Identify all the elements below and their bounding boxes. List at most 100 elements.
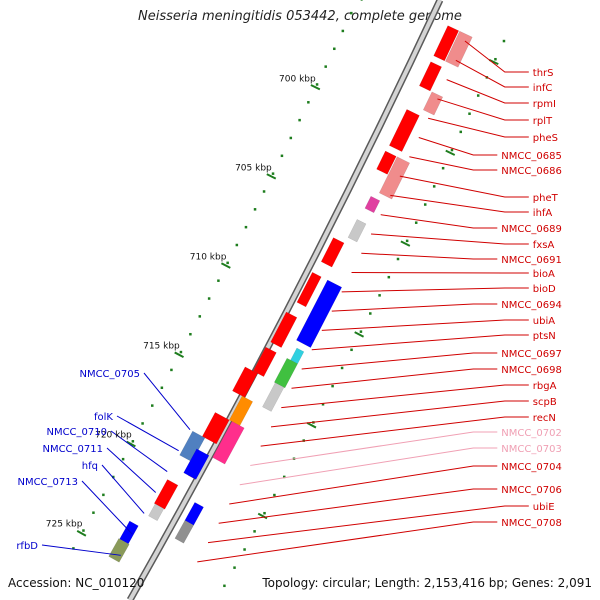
leader-line (207, 505, 529, 544)
gene-label: ptsN (533, 331, 556, 342)
tick-dot (82, 529, 85, 532)
tick-dot (307, 101, 310, 104)
tick-dot (235, 243, 239, 247)
tick-dot (121, 457, 125, 461)
gene-label: ihfA (533, 208, 553, 219)
tick-dot (340, 366, 344, 370)
gene-label: pheS (533, 133, 558, 144)
kbp-label: 710 kbp (190, 252, 227, 262)
tick-dot (298, 118, 301, 122)
kbp-label: 715 kbp (143, 341, 180, 351)
tick-dot (262, 190, 266, 193)
tick-dot (226, 261, 229, 265)
tick-dot (141, 422, 144, 425)
gene-label: NMCC_0685 (501, 151, 562, 162)
leader-line (106, 447, 157, 493)
tick-dot (315, 83, 319, 86)
forward-gene-feature (378, 156, 411, 200)
leader-line (218, 488, 498, 524)
gene-label: NMCC_0708 (501, 518, 562, 529)
tick-dot (131, 440, 135, 443)
gene-label: NMCC_0706 (501, 485, 562, 496)
leader-line (301, 352, 498, 370)
tick-dot (350, 11, 353, 15)
major-tick (445, 149, 456, 156)
tick-dot (217, 279, 220, 282)
gene-label: fxsA (533, 240, 555, 251)
gene-label: thrS (533, 68, 554, 79)
major-tick (257, 512, 268, 520)
forward-gene-feature (418, 61, 442, 92)
tick-dot (432, 185, 436, 188)
gene-label: NMCC_0694 (501, 300, 562, 311)
reverse-gene-feature (296, 279, 343, 348)
tick-dot (273, 493, 276, 497)
backbone-core (128, 0, 442, 600)
tick-dot (112, 475, 115, 479)
gene-label: NMCC_0702 (501, 428, 562, 439)
tick-dot (341, 29, 345, 33)
tick-dot (441, 166, 445, 170)
tick-dot (102, 493, 105, 497)
gene-label: infC (533, 83, 553, 94)
gene-label: rbgA (533, 381, 557, 392)
leader-line (260, 416, 529, 447)
tick-dot (378, 294, 381, 297)
forward-gene-feature (347, 219, 367, 243)
tick-dot (350, 348, 353, 352)
leader-line (418, 137, 498, 156)
reverse-gene-feature (273, 357, 298, 389)
tick-dot (321, 403, 325, 406)
tick-dot (414, 221, 418, 224)
gene-label: rpmI (533, 99, 556, 110)
forward-gene-feature (445, 30, 473, 68)
leader-line (81, 480, 133, 535)
gene-label: NMCC_0710 (46, 427, 107, 438)
forward-gene-feature (388, 109, 420, 152)
tick-dot (170, 368, 173, 372)
leader-line (41, 544, 121, 556)
leader-line (101, 464, 145, 514)
gene-label: NMCC_0698 (501, 365, 562, 376)
tick-dot (253, 530, 256, 533)
leader-line (399, 175, 529, 198)
kbp-label: 725 kbp (46, 519, 83, 529)
leader-line (464, 40, 529, 73)
tick-dot (160, 386, 164, 390)
major-tick (220, 262, 231, 269)
leader-line (197, 521, 498, 563)
tick-dot (189, 332, 192, 336)
forward-gene-feature (232, 366, 258, 398)
leader-line (428, 117, 529, 138)
tick-dot (198, 315, 202, 318)
tick-dot (502, 39, 506, 43)
major-tick (76, 529, 87, 537)
gene-labels: thrS infC rpmI rplT pheS NMCC_0685 NMCC_0686ph… (16, 68, 562, 552)
major-tick (400, 240, 411, 247)
tick-dot (369, 312, 372, 315)
leader-line (321, 319, 529, 331)
map-title: Neisseria meningitidis 053442, complete … (138, 9, 462, 24)
topology-label: Topology: circular; Length: 2,153,416 bp… (262, 576, 592, 590)
tick-dot (151, 404, 154, 407)
tick-dot (243, 548, 246, 551)
leader-line (281, 384, 529, 409)
label-leader-lines (41, 40, 529, 563)
leader-line (250, 431, 498, 466)
leader-line (361, 252, 498, 260)
forward-gene-feature (212, 421, 245, 465)
tick-dot (271, 172, 275, 175)
forward-gene-feature (364, 195, 381, 214)
tick-dot (263, 511, 266, 515)
coordinate-ticks (72, 0, 506, 588)
forward-gene-feature (433, 25, 460, 62)
tick-dot (179, 350, 183, 354)
leader-line (291, 368, 498, 389)
reverse-gene-feature (174, 520, 194, 544)
tick-dot (423, 203, 427, 206)
tick-dot (233, 566, 236, 569)
leader-line (270, 400, 529, 428)
leader-line (446, 79, 529, 104)
gene-label: ubiE (533, 502, 555, 513)
